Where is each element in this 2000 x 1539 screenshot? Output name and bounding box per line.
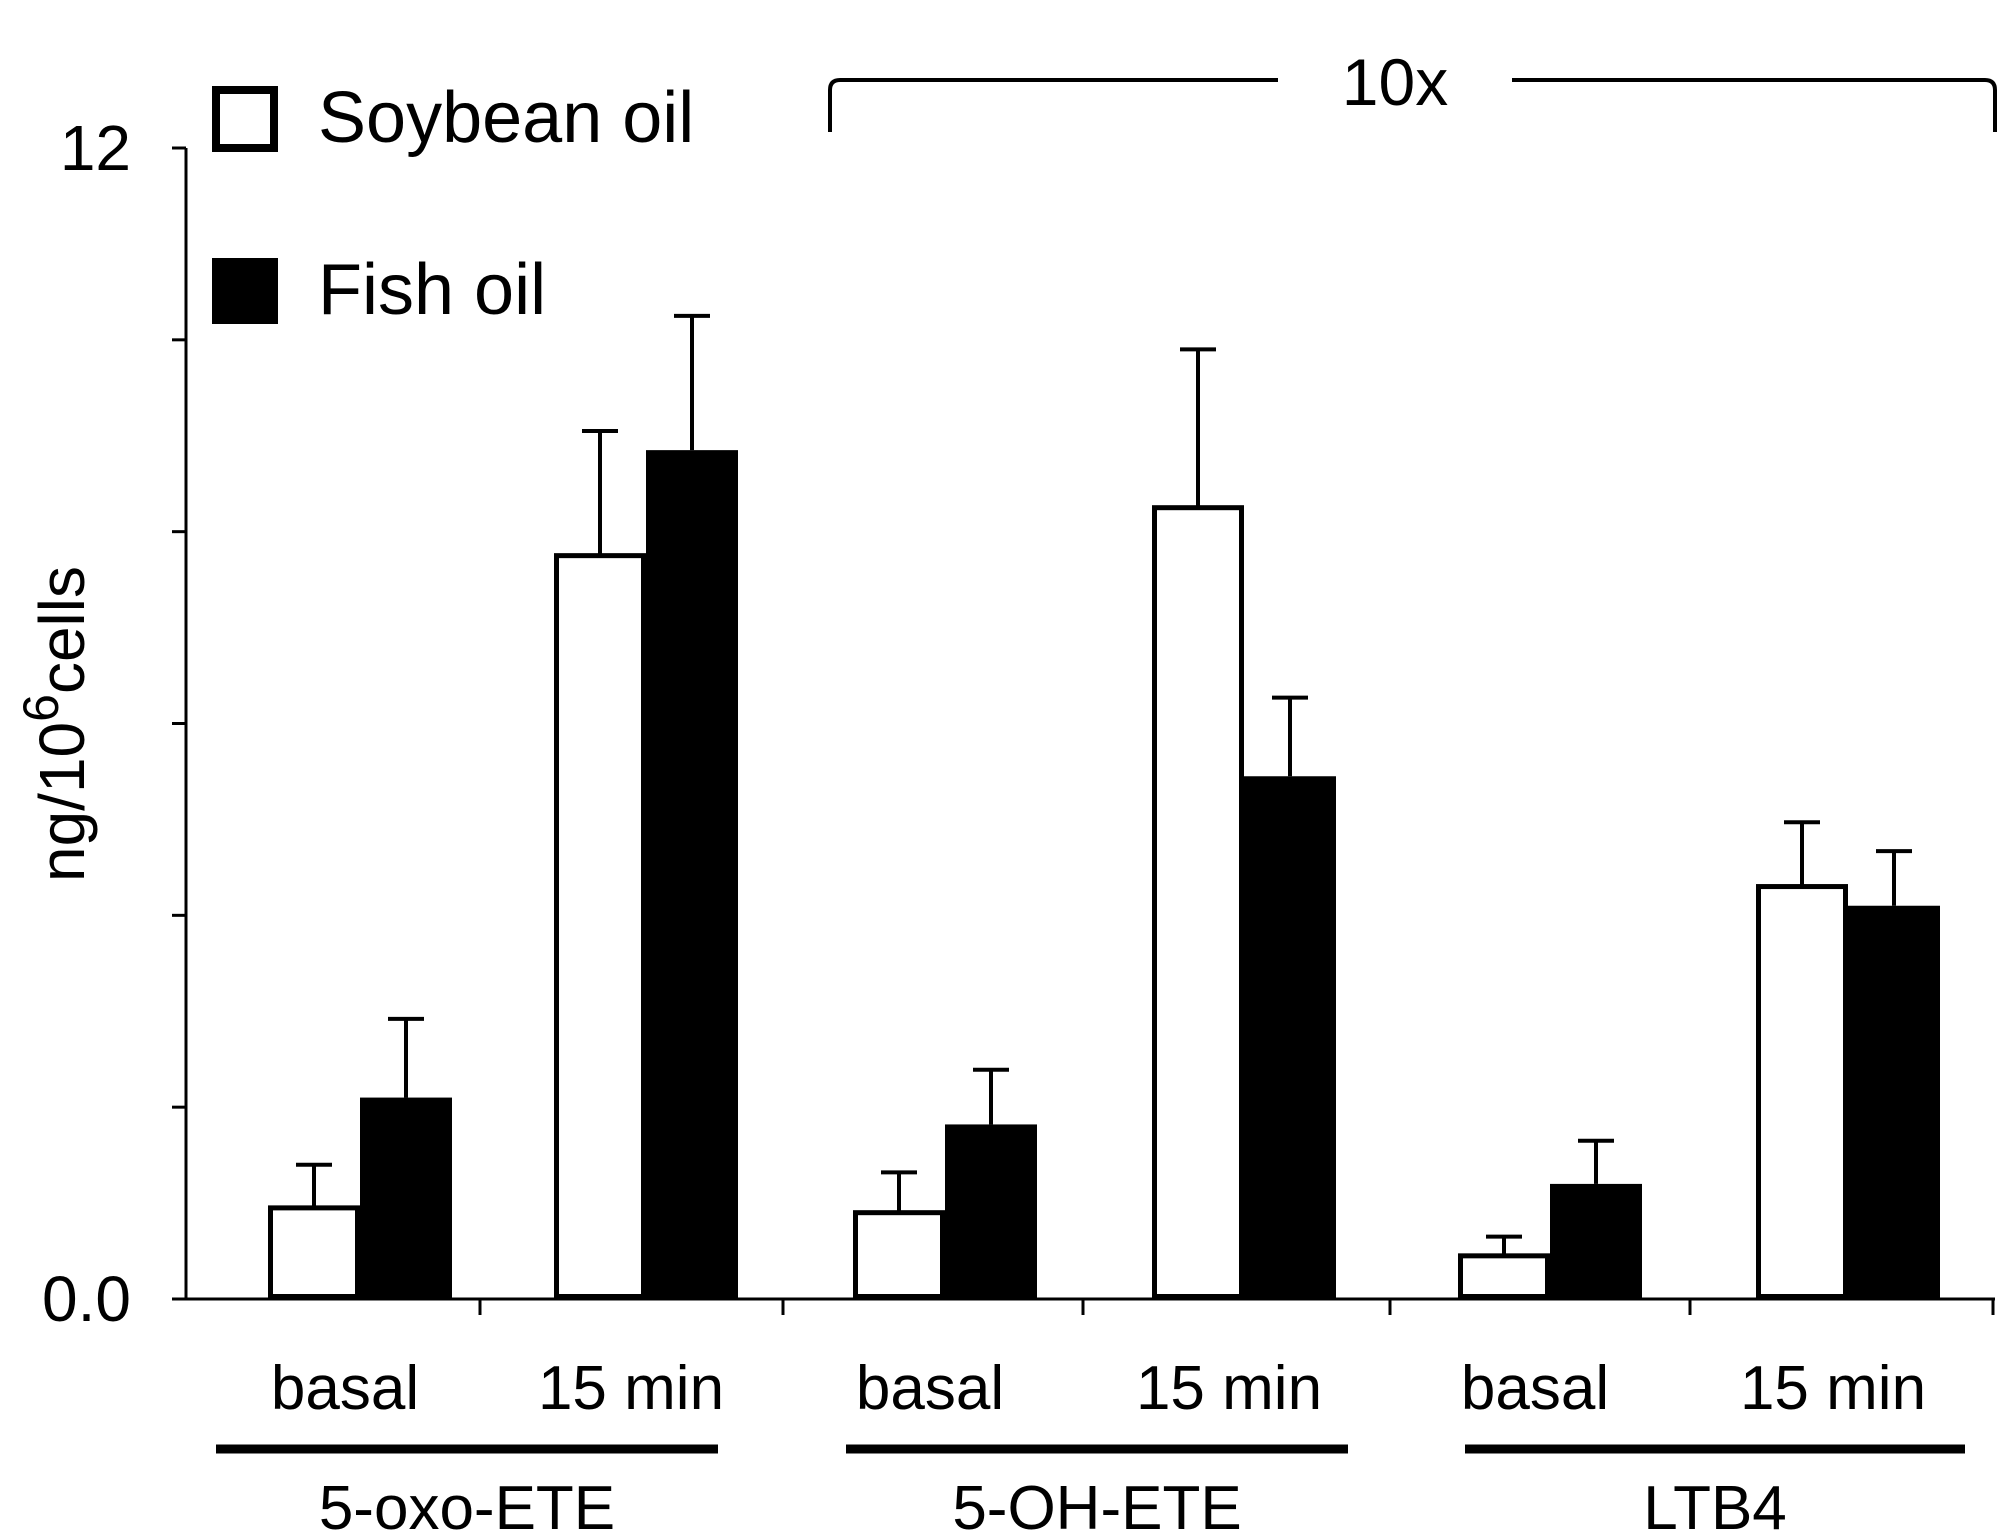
category-label: 15 min xyxy=(1136,1354,1322,1423)
bar-fish-5 xyxy=(1848,905,1940,1299)
bar-fish-4 xyxy=(1550,1183,1642,1299)
legend: Soybean oil Fish oil xyxy=(212,78,694,330)
bar-soybean-0 xyxy=(268,1205,360,1299)
annotation-bracket-left xyxy=(828,78,1278,132)
y-tick-label: 0.0 xyxy=(42,1263,131,1335)
y-tick-label: 12 xyxy=(60,112,131,184)
annotation-bracket-right xyxy=(1512,78,1997,132)
legend-label: Soybean oil xyxy=(318,78,694,158)
legend-swatch-soybean xyxy=(212,86,278,152)
bar-fish-0 xyxy=(360,1097,452,1299)
annotation-label: 10x xyxy=(1342,45,1448,119)
labels: 0.0 12 ng/106cells basal 15 min basal 15 min ba… xyxy=(13,112,1926,1539)
group-label: 5-oxo-ETE xyxy=(319,1474,615,1539)
error-bars xyxy=(296,313,1912,1256)
category-label: 15 min xyxy=(1740,1354,1926,1423)
bar-soybean-4 xyxy=(1458,1253,1550,1300)
category-label: 15 min xyxy=(538,1354,724,1423)
y-axis-label: ng/106cells xyxy=(13,566,98,882)
category-label: basal xyxy=(856,1354,1004,1423)
bar-fish-3 xyxy=(1244,776,1336,1299)
bar-soybean-3 xyxy=(1152,505,1244,1299)
legend-label: Fish oil xyxy=(318,250,546,330)
bar-fish-1 xyxy=(646,450,738,1299)
group-label: 5-OH-ETE xyxy=(952,1474,1241,1539)
category-label: basal xyxy=(1461,1354,1609,1423)
legend-swatch-fish xyxy=(212,258,278,324)
bar-soybean-5 xyxy=(1756,884,1848,1300)
bar-fish-2 xyxy=(945,1124,1037,1299)
bars xyxy=(268,450,1940,1300)
axes xyxy=(172,146,1995,1454)
category-label: basal xyxy=(271,1354,419,1423)
group-label: LTB4 xyxy=(1643,1474,1787,1539)
bar-soybean-1 xyxy=(554,553,646,1299)
bar-soybean-2 xyxy=(853,1210,945,1300)
annotation: 10x xyxy=(828,45,1997,132)
